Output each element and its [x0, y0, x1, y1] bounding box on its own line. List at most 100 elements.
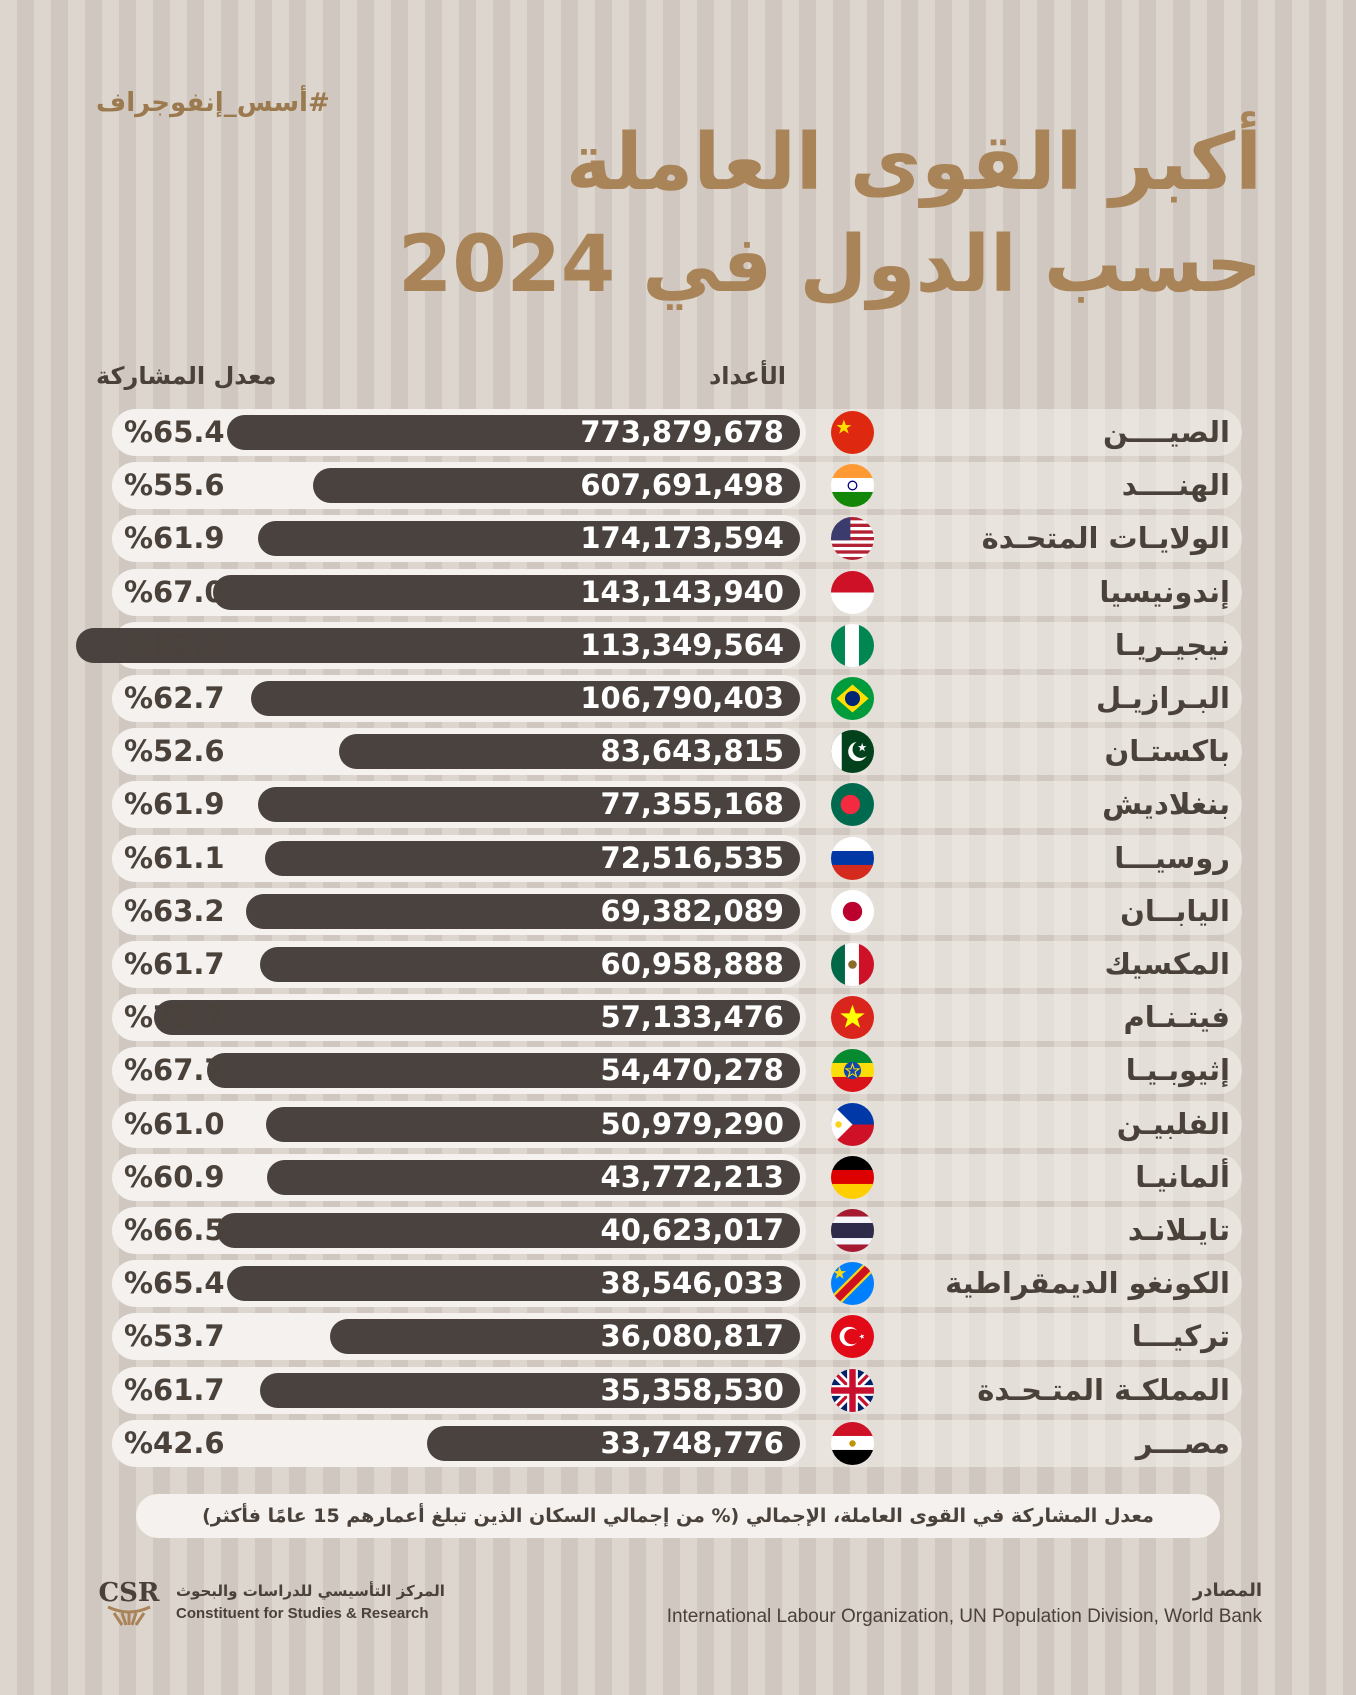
svg-text:CSR: CSR [98, 1578, 159, 1608]
bar [264, 840, 800, 876]
china-flag-icon [831, 411, 874, 454]
nigeria-flag-icon [831, 623, 874, 667]
bar [339, 734, 800, 770]
table-row: 43,772,213 %60.9 ألمانيـا [112, 1153, 1242, 1201]
bar [265, 1106, 800, 1142]
bar-value-label: 77,355,168 [600, 787, 784, 822]
country-name: تايـلانـد [1127, 1213, 1230, 1247]
russia-flag-icon [831, 836, 874, 880]
bar [227, 1266, 800, 1302]
participation-rate-label: %61.0 [124, 1106, 225, 1141]
bar [257, 787, 800, 823]
bar [312, 468, 800, 504]
participation-rate-label: %62.7 [124, 681, 225, 715]
sources-text: International Labour Organization, UN Po… [666, 1606, 1262, 1627]
table-row: 106,790,403 %62.7 البـرازيـل [112, 675, 1242, 722]
country-name: روسيـــا [1114, 840, 1230, 875]
participation-rate-label: %53.7 [124, 1319, 225, 1354]
participation-rate-label: %55.6 [124, 468, 225, 503]
drc-flag-icon [831, 1262, 874, 1306]
vietnam-flag-icon [831, 996, 874, 1040]
bar [76, 627, 800, 663]
table-row: 50,979,290 %61.0 الفلبيـن [112, 1100, 1242, 1148]
hashtag: #أسس_إنفوجراف [96, 88, 330, 118]
table-row: 60,958,888 %61.7 المكسيك [112, 941, 1242, 988]
mexico-flag-icon [831, 943, 874, 986]
country-name: الفلبيـن [1116, 1106, 1230, 1141]
country-name: باكستـان [1104, 734, 1230, 769]
bar-value-label: 38,546,033 [600, 1266, 784, 1301]
bar-value-label: 72,516,535 [600, 840, 784, 875]
bar [227, 415, 800, 450]
bar [329, 1319, 800, 1355]
bar-value-label: 35,358,530 [600, 1372, 784, 1407]
table-row: 773,879,678 %65.4 الصيــــن [112, 409, 1242, 456]
participation-rate-label: %63.2 [124, 893, 225, 928]
india-flag-icon [831, 464, 874, 508]
country-name: نيجيـريـا [1114, 627, 1230, 662]
country-name: إندونيسيا [1099, 574, 1230, 609]
country-name: اليابــان [1120, 893, 1230, 928]
sources-title: المصادر [1192, 1580, 1262, 1601]
country-name: المكسيك [1104, 947, 1231, 981]
country-name: الولايـات المتحـدة [981, 521, 1230, 556]
germany-flag-icon [831, 1155, 874, 1199]
bar-value-label: 33,748,776 [600, 1425, 784, 1460]
org-name-arabic: المركز التأسيسي للدراسات والبحوث [176, 1582, 445, 1600]
ethiopia-flag-icon [831, 1049, 874, 1093]
participation-rate-label: %82.6 [124, 627, 225, 662]
rate-column-header: معدل المشاركة [96, 362, 277, 390]
country-name: فيتـنـام [1123, 1000, 1230, 1035]
bar [154, 1000, 800, 1036]
participation-rate-label: %67.0 [124, 574, 225, 609]
japan-flag-icon [831, 889, 874, 933]
table-row: 174,173,594 %61.9 الولايـات المتحـدة [112, 515, 1242, 563]
participation-rate-label: %42.6 [124, 1425, 225, 1460]
table-row: 57,133,476 %73.7 فيتـنـام [112, 994, 1242, 1042]
bar [246, 893, 800, 929]
table-row: 36,080,817 %53.7 تركيـــا [112, 1313, 1242, 1361]
table-row: 143,143,940 %67.0 إندونيسيا [112, 568, 1242, 616]
table-row: 113,349,564 %82.6 نيجيـريـا [76, 621, 1242, 669]
bar [259, 1372, 800, 1408]
participation-rate-label: %65.4 [124, 1266, 225, 1301]
table-row: 35,358,530 %61.7 المملكـة المتـحـدة [112, 1366, 1242, 1414]
table-row: 72,516,535 %61.1 روسيـــا [112, 834, 1242, 882]
csr-logo-icon: CSR [98, 1578, 160, 1626]
participation-rate-label: %65.4 [124, 415, 225, 449]
usa-flag-icon [831, 517, 874, 561]
bar-value-label: 143,143,940 [580, 574, 784, 609]
title-line-2: حسب الدول في 2024 [398, 220, 1262, 310]
bar [217, 1213, 800, 1248]
country-name: الهنــــد [1121, 468, 1230, 503]
country-name: بنغلاديش [1102, 787, 1230, 822]
participation-rate-label: %61.7 [124, 947, 225, 981]
bar-value-label: 54,470,278 [600, 1053, 784, 1088]
participation-rate-label: %52.6 [124, 734, 225, 769]
table-row: 83,643,815 %52.6 باكستـان [112, 728, 1242, 776]
bar-value-label: 607,691,498 [580, 468, 784, 503]
participation-rate-label: %67.7 [124, 1053, 225, 1088]
footnote: معدل المشاركة في القوى العاملة، الإجمالي… [136, 1494, 1220, 1538]
brazil-flag-icon [831, 677, 874, 720]
philippines-flag-icon [831, 1102, 874, 1146]
bar [426, 1425, 800, 1461]
table-row: 69,382,089 %63.2 اليابــان [112, 887, 1242, 935]
participation-rate-label: %61.1 [124, 840, 225, 875]
bar-value-label: 113,349,564 [580, 627, 784, 662]
uk-flag-icon [831, 1368, 874, 1412]
egypt-flag-icon [831, 1421, 874, 1465]
country-name: مصـــر [1135, 1425, 1230, 1460]
table-row: 607,691,498 %55.6 الهنــــد [112, 462, 1242, 510]
bar [206, 1053, 800, 1089]
country-name: تركيـــا [1131, 1319, 1230, 1354]
table-row: 54,470,278 %67.7 إثيوبـيـا [112, 1047, 1242, 1095]
bar-value-label: 50,979,290 [600, 1106, 784, 1141]
title-line-1: أكبر القوى العاملة [565, 118, 1262, 208]
country-name: ألمانيـا [1135, 1159, 1230, 1194]
count-column-header: الأعداد [708, 362, 786, 390]
table-row: 40,623,017 %66.5 تايـلانـد [112, 1207, 1242, 1254]
thailand-flag-icon [831, 1209, 874, 1252]
table-row: 33,748,776 %42.6 مصـــر [112, 1419, 1242, 1467]
